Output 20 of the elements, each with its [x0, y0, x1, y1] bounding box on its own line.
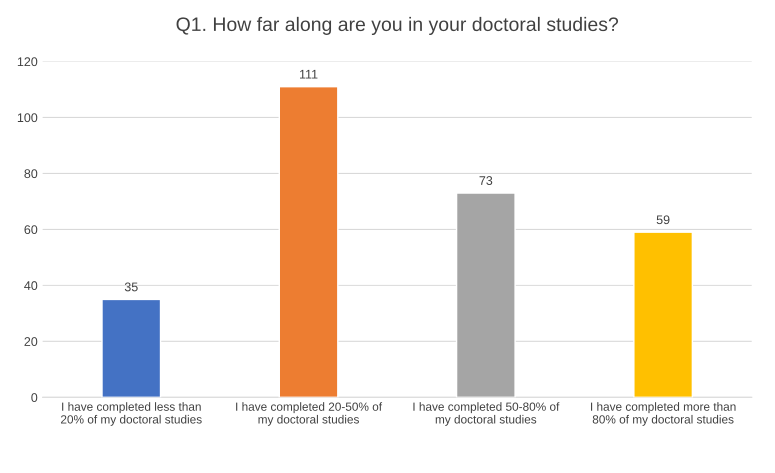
x-tick-label: I have completed less than 20% of my doctoral studies — [60, 402, 202, 426]
bar — [278, 86, 338, 398]
x-tick-label: I have completed more than 80% of my doctoral studies — [591, 402, 736, 426]
data-label: 73 — [480, 176, 492, 185]
y-tick-label: 0 — [31, 393, 38, 402]
y-tick-label: 100 — [18, 113, 38, 122]
y-tick-label: 60 — [24, 225, 38, 234]
data-label: 111 — [300, 70, 318, 79]
x-tick-label: I have completed 50-80% of my doctoral studies — [413, 402, 560, 426]
data-label: 35 — [124, 282, 138, 292]
x-tick-label: I have completed 20-50% of my doctoral studies — [236, 402, 382, 426]
bar — [101, 298, 162, 398]
bar — [633, 232, 694, 398]
y-tick-label: 120 — [18, 57, 38, 66]
chart-title: Q1. How far along are you in your doctoral studies? — [176, 16, 618, 35]
y-tick-label: 80 — [24, 169, 38, 178]
y-tick-label: 20 — [24, 337, 38, 346]
y-tick-label: 40 — [24, 281, 38, 290]
data-label: 59 — [656, 215, 670, 224]
bar — [456, 192, 516, 398]
